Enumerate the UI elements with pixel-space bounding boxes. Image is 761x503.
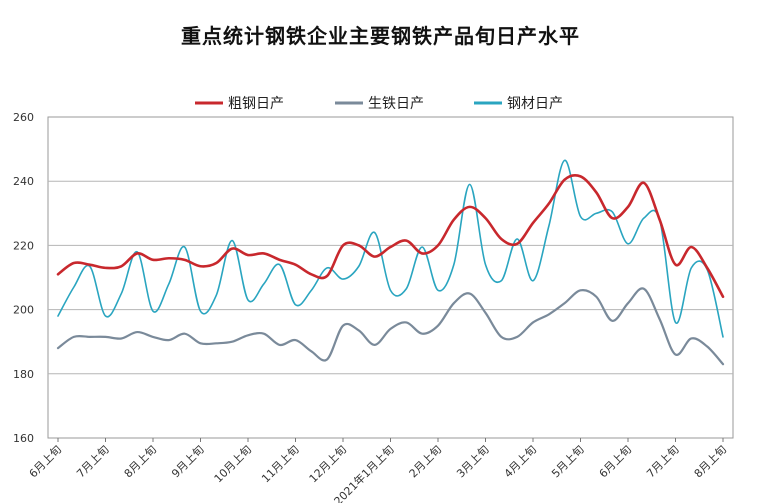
legend-label-3: 钢材日产 [507,96,563,112]
y-tick-label: 260 [13,111,34,124]
x-tick-label: 12月上旬 [307,443,349,485]
y-tick-label: 200 [13,304,34,317]
x-tick-label: 8月上旬 [122,443,159,480]
series-lines [56,159,725,366]
x-tick-label: 11月上旬 [259,443,301,485]
x-tick-label: 8月上旬 [692,443,729,480]
x-tick-label: 10月上旬 [212,443,254,485]
plot-frame [47,116,734,439]
x-tick-label: 4月上旬 [502,443,539,480]
series-line-2 [56,287,725,366]
x-tick-label: 5月上旬 [549,443,586,480]
grid-lines [47,116,734,439]
x-tick-label: 9月上旬 [169,443,206,480]
y-tick-label: 180 [13,368,34,381]
x-tick-label: 7月上旬 [74,443,111,480]
x-tick-label: 6月上旬 [27,443,64,480]
legend: 粗钢日产 生铁日产 钢材日产 [195,96,563,112]
chart-title: 重点统计钢铁企业主要钢铁产品旬日产水平 [181,24,580,48]
y-tick-label: 220 [13,239,34,252]
x-tick-label: 3月上旬 [454,443,491,480]
legend-label-2: 生铁日产 [368,96,424,112]
y-tick-label: 240 [13,175,34,188]
legend-label-1: 粗钢日产 [228,96,284,112]
y-tick-label: 160 [13,432,34,445]
x-tick-label: 6月上旬 [597,443,634,480]
x-tick-label: 2月上旬 [407,443,444,480]
series-line-1 [56,173,725,299]
x-tick-label: 7月上旬 [644,443,681,480]
